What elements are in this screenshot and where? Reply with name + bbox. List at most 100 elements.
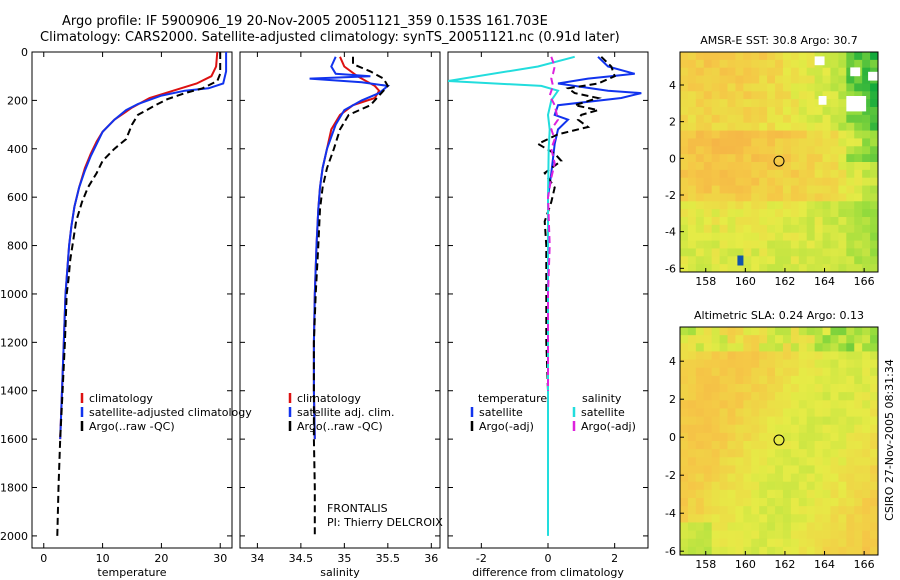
panel-sst: 158 160 162 164 166 -6 -4 -2 0 2 4 AMSR-E SST: 30.8…	[665, 34, 879, 288]
x-tick-label: 164	[814, 275, 835, 288]
legend-title: salinity	[582, 392, 622, 405]
legend-entry: satellite	[581, 406, 625, 419]
annotation-text: FRONTALIS	[327, 502, 388, 515]
y-tick-label: 1400	[0, 385, 28, 398]
x-tick-label: 164	[814, 558, 835, 571]
x-tick-label: 10	[96, 552, 110, 565]
legend-entry: Argo(..raw -QC)	[297, 420, 383, 433]
y-tick-label: 400	[7, 143, 28, 156]
x-tick-label: 158	[695, 275, 716, 288]
x-tick-label: 162	[774, 558, 795, 571]
series-line	[312, 56, 381, 440]
x-tick-label: 158	[695, 558, 716, 571]
x-tick-label: 160	[735, 558, 756, 571]
y-tick-label: 4	[669, 355, 676, 368]
y-tick-label: 1000	[0, 288, 28, 301]
series-group	[448, 55, 642, 536]
x-axis-label: difference from climatology	[472, 566, 624, 579]
cold-patch	[737, 255, 744, 266]
legend-title: temperature	[478, 392, 547, 405]
y-tick-label: 800	[7, 240, 28, 253]
y-tick-label: -6	[665, 545, 676, 558]
x-axis-label: salinity	[320, 566, 360, 579]
y-tick-label: 4	[669, 79, 676, 92]
x-tick-label: 166	[854, 558, 875, 571]
panel-temp: 0 10 20 30 0 200 400 600 800 1000 1200 1400 1600 1800…	[0, 46, 252, 579]
y-tick-label: 2000	[0, 530, 28, 543]
figure-title-line2: Climatology: CARS2000. Satellite-adjuste…	[40, 30, 620, 45]
series-line	[56, 52, 222, 536]
figure-title-line1: Argo profile: IF 5900906_19 20-Nov-2005 …	[62, 14, 548, 29]
panel-sal: 34 34.5 35 35.5 36 salinity climatologysatelli…	[239, 51, 443, 579]
legend-entry: satellite	[479, 406, 523, 419]
x-tick-label: 35	[337, 552, 351, 565]
x-tick-label: 34	[250, 552, 264, 565]
y-tick-label: -6	[665, 262, 676, 275]
legend-entry: Argo(-adj)	[581, 420, 636, 433]
x-tick-label: 2	[611, 552, 618, 565]
x-tick-label: 36	[424, 552, 438, 565]
y-tick-label: 0	[669, 431, 676, 444]
y-tick-label: 1200	[0, 336, 28, 349]
argo-location-marker	[773, 155, 785, 167]
missing-data	[846, 96, 867, 112]
axes-box	[679, 51, 879, 273]
y-tick-label: 0	[21, 46, 28, 59]
heatmap-cells	[680, 327, 879, 556]
legend-entry: Argo(-adj)	[479, 420, 534, 433]
legend-entry: satellite adj. clim.	[297, 406, 394, 419]
missing-data	[868, 71, 878, 81]
axes-box	[679, 326, 879, 556]
x-tick-label: 34.5	[289, 552, 314, 565]
series-line	[59, 52, 219, 440]
x-tick-label: 0	[545, 552, 552, 565]
x-axis-label: temperature	[97, 566, 166, 579]
argo-location-marker	[773, 434, 785, 446]
y-tick-label: -4	[665, 507, 676, 520]
y-tick-label: 0	[669, 152, 676, 165]
y-tick-label: 200	[7, 94, 28, 107]
series-line	[309, 56, 391, 440]
panel-sla: 158 160 162 164 166 -6 -4 -2 0 2 4 Altimetric SLA: …	[665, 309, 879, 571]
missing-data	[850, 67, 861, 77]
missing-data	[814, 56, 825, 66]
axes-box	[239, 51, 441, 549]
x-tick-label: -2	[476, 552, 487, 565]
x-tick-label: 20	[154, 552, 168, 565]
missing-data	[818, 96, 827, 105]
side-label: CSIRO 27-Nov-2005 08:31:34	[883, 359, 896, 521]
series-group	[309, 56, 391, 536]
series-line	[547, 56, 642, 440]
series-line	[59, 52, 228, 440]
x-tick-label: 166	[854, 275, 875, 288]
annotation-text: PI: Thierry DELCROIX	[327, 516, 443, 529]
x-tick-label: 162	[774, 275, 795, 288]
legend-entry: Argo(..raw -QC)	[89, 420, 175, 433]
heatmap-cells	[680, 52, 879, 273]
y-tick-label: 2	[669, 393, 676, 406]
x-tick-label: 30	[213, 552, 227, 565]
axes-box	[31, 51, 233, 549]
legend-entry: climatology	[297, 392, 361, 405]
heatmap-title: AMSR-E SST: 30.8 Argo: 30.7	[700, 34, 858, 47]
y-tick-label: -2	[665, 189, 676, 202]
x-tick-label: 0	[40, 552, 47, 565]
y-tick-label: 1600	[0, 433, 28, 446]
series-group	[56, 52, 228, 536]
y-tick-label: 1800	[0, 482, 28, 495]
x-tick-label: 160	[735, 275, 756, 288]
legend-entry: climatology	[89, 392, 153, 405]
y-tick-label: 600	[7, 191, 28, 204]
series-line	[448, 55, 575, 536]
x-tick-label: 35.5	[376, 552, 401, 565]
series-line	[312, 56, 390, 536]
series-line	[546, 56, 560, 391]
y-tick-label: -2	[665, 469, 676, 482]
legend-entry: satellite-adjusted climatology	[89, 406, 252, 419]
y-tick-label: 2	[669, 116, 676, 129]
series-line	[535, 56, 616, 391]
heatmap-title: Altimetric SLA: 0.24 Argo: 0.13	[694, 309, 864, 322]
y-tick-label: -4	[665, 226, 676, 239]
